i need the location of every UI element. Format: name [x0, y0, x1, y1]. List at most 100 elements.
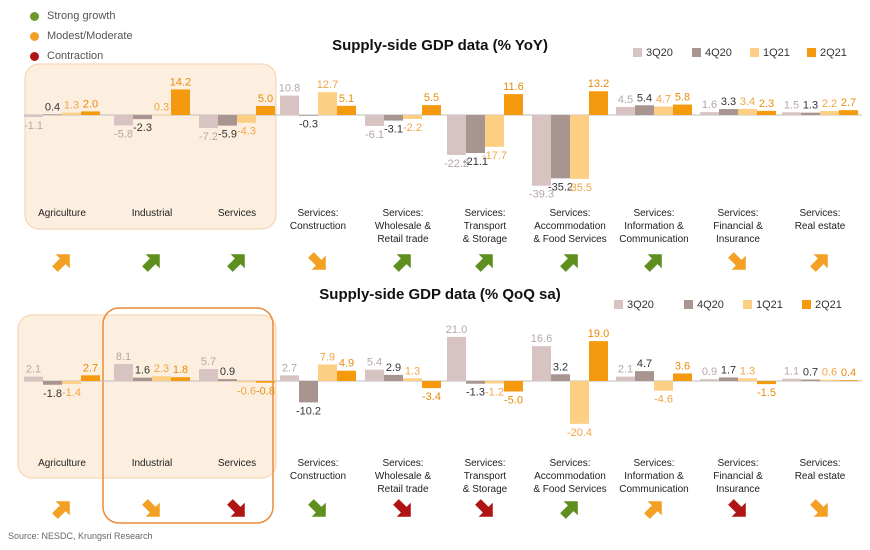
data-label: 0.6	[822, 367, 837, 379]
chart-title: Supply-side GDP data (% YoY)	[332, 37, 548, 54]
bar	[532, 346, 551, 381]
data-label: 2.9	[386, 362, 401, 374]
chart-title: Supply-side GDP data (% QoQ sa)	[319, 286, 560, 303]
bar	[757, 110, 776, 115]
trend-arrow-shape	[728, 252, 746, 270]
data-label: 1.3	[405, 365, 420, 377]
data-label: -0.3	[299, 119, 318, 131]
bar	[466, 115, 485, 153]
category-label: Accommodation	[534, 471, 606, 482]
bar	[171, 89, 190, 115]
bar	[218, 379, 237, 381]
bar	[81, 375, 100, 381]
highlight-panel	[24, 63, 277, 230]
bar	[62, 381, 81, 384]
data-label: 7.9	[320, 351, 335, 363]
bar	[839, 110, 858, 115]
bar	[199, 369, 218, 381]
data-label: 19.0	[588, 328, 609, 340]
category-label: Retail trade	[377, 484, 429, 495]
trend-arrow-shape	[810, 254, 828, 272]
legend-swatch	[802, 300, 811, 309]
category-label: Services:	[297, 208, 338, 219]
trend-arrow	[227, 254, 245, 272]
data-label: 16.6	[531, 333, 552, 345]
data-label: 13.2	[588, 78, 609, 90]
bar	[299, 381, 318, 403]
category-label: Wholesale &	[375, 471, 431, 482]
bar	[403, 378, 422, 381]
data-label: 2.7	[282, 362, 297, 374]
bar	[299, 115, 318, 116]
category-label: Services:	[382, 458, 423, 469]
bar	[654, 381, 673, 391]
data-label: -35.5	[567, 182, 592, 194]
legend-label: 1Q21	[756, 299, 783, 311]
bar	[504, 94, 523, 115]
bar	[820, 379, 839, 381]
trend-arrow	[393, 254, 411, 272]
data-label: 5.5	[424, 92, 439, 104]
category-label: Construction	[290, 221, 346, 232]
category-label: Information &	[624, 221, 684, 232]
data-label: -35.2	[548, 181, 573, 193]
legend-swatch	[743, 300, 752, 309]
category-label: Accommodation	[534, 221, 606, 232]
trend-arrow	[560, 501, 578, 519]
legend-label: 2Q21	[815, 299, 842, 311]
bar	[114, 115, 133, 126]
trend-arrow	[308, 252, 326, 270]
bar	[447, 336, 466, 381]
data-label: -1.1	[24, 120, 43, 132]
source-note: Source: NESDC, Krungsri Research	[8, 531, 153, 541]
bar	[719, 109, 738, 115]
bar	[43, 381, 62, 385]
category-label: & Storage	[463, 484, 508, 495]
category-label: Financial &	[713, 221, 763, 232]
data-label: -1.3	[466, 387, 485, 399]
bar	[782, 112, 801, 115]
data-label: -0.6	[237, 385, 256, 397]
data-label: 2.7	[83, 362, 98, 374]
trend-arrow	[810, 254, 828, 272]
data-label: 5.1	[339, 93, 354, 105]
growth-legend-item: Modest/Moderate	[30, 26, 133, 46]
data-label: -6.1	[365, 129, 384, 141]
growth-legend-label: Contraction	[47, 50, 104, 62]
bar	[152, 376, 171, 381]
bar	[635, 105, 654, 115]
bar	[782, 378, 801, 381]
trend-arrow	[728, 499, 746, 517]
bar	[673, 373, 692, 381]
category-label: Services:	[297, 458, 338, 469]
bar	[422, 105, 441, 115]
bar	[616, 106, 635, 115]
data-label: 14.2	[170, 76, 191, 88]
data-label: -5.0	[504, 395, 523, 407]
bar	[24, 115, 43, 117]
growth-legend-item: Strong growth	[30, 6, 133, 26]
data-label: 0.3	[154, 101, 169, 113]
data-label: 1.3	[803, 100, 818, 112]
trend-arrow	[393, 499, 411, 517]
legend-swatch	[633, 48, 642, 57]
data-label: -39.3	[529, 189, 554, 201]
data-label: 4.5	[618, 94, 633, 106]
data-label: 2.1	[618, 364, 633, 376]
bar	[318, 364, 337, 381]
bar	[801, 112, 820, 115]
data-label: 10.8	[279, 83, 300, 95]
data-label: 0.4	[45, 101, 60, 113]
bar	[81, 111, 100, 115]
trend-arrow-shape	[475, 254, 493, 272]
trend-arrow-shape	[560, 501, 578, 519]
bar	[337, 370, 356, 381]
trend-arrow-shape	[644, 501, 662, 519]
trend-arrow-shape	[393, 499, 411, 517]
bar	[570, 115, 589, 179]
data-label: 5.4	[637, 92, 652, 104]
category-label: Services:	[717, 208, 758, 219]
data-label: 2.2	[822, 98, 837, 110]
category-label: Services:	[464, 208, 505, 219]
